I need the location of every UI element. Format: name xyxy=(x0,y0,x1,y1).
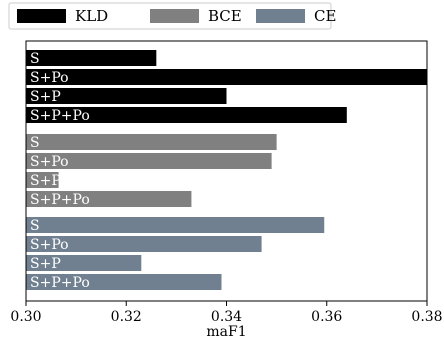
x-tick-label: 0.34 xyxy=(211,309,242,325)
bar-label-bce-s-p: S+P xyxy=(30,173,61,189)
bar-label-bce-s-p-po: S+P+Po xyxy=(30,192,90,208)
bar-group-kld: S S+Po S+P S+P+Po xyxy=(26,50,427,124)
x-tick-label: 0.38 xyxy=(411,309,442,325)
bar-ce-s-p xyxy=(26,255,142,271)
bar-kld-s-po xyxy=(26,69,427,85)
bar-kld-s xyxy=(26,50,157,66)
bar-label-ce-s: S xyxy=(30,218,40,234)
bar-label-ce-s-p: S+P xyxy=(30,256,61,272)
bar-label-ce-s-po: S+Po xyxy=(30,237,69,253)
x-axis: 0.30 0.32 0.34 0.36 0.38 xyxy=(10,301,443,325)
bar-ce-s-po xyxy=(26,236,262,252)
bar-bce-s xyxy=(26,134,277,150)
bar-bce-s-po xyxy=(26,153,272,169)
bar-label-kld-s-p-po: S+P+Po xyxy=(30,108,90,124)
bar-label-bce-s-po: S+Po xyxy=(30,154,69,170)
bar-label-kld-s-po: S+Po xyxy=(30,70,69,86)
legend-label-bce: BCE xyxy=(208,7,242,25)
legend: KLD BCE CE xyxy=(8,2,336,30)
legend-swatch-ce xyxy=(256,9,305,23)
bar-kld-s-p xyxy=(26,88,227,104)
x-axis-label: maF1 xyxy=(206,324,246,340)
legend-swatch-kld xyxy=(17,9,66,23)
bar-group-bce: S S+Po S+P S+P+Po xyxy=(26,134,277,208)
bar-label-kld-s: S xyxy=(30,51,40,67)
x-tick-label: 0.30 xyxy=(10,309,41,325)
bar-label-ce-s-p-po: S+P+Po xyxy=(30,275,90,291)
bar-label-kld-s-p: S+P xyxy=(30,89,61,105)
x-tick-label: 0.36 xyxy=(311,309,342,325)
legend-label-ce: CE xyxy=(314,7,336,25)
legend-swatch-bce xyxy=(150,9,199,23)
bar-kld-s-p-po xyxy=(26,107,347,123)
bar-group-ce: S S+Po S+P S+P+Po xyxy=(26,217,325,291)
bar-bce-s-p-po xyxy=(26,191,192,207)
bars: S S+Po S+P S+P+Po S S+Po S+P S+P+Po S S+Po S+P S+P+… xyxy=(26,50,427,291)
bar-bce-s-p xyxy=(26,172,59,188)
bar-ce-s-p-po xyxy=(26,274,222,290)
x-tick-label: 0.32 xyxy=(111,309,142,325)
bar-label-bce-s: S xyxy=(30,135,40,151)
legend-label-kld: KLD xyxy=(75,7,108,25)
bar-ce-s xyxy=(26,217,325,233)
